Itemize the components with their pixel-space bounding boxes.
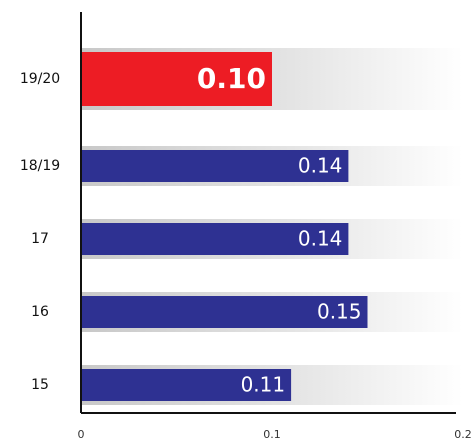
y-tick-label: 15 (31, 377, 49, 393)
bar (81, 150, 349, 182)
bar (81, 296, 368, 328)
y-tick-label: 19/20 (20, 71, 60, 87)
value-label: 0.14 (298, 227, 343, 251)
y-tick-label: 17 (31, 231, 49, 247)
value-label: 0.15 (317, 300, 362, 324)
bar (81, 52, 272, 106)
value-label: 0.11 (241, 373, 286, 397)
value-label: 0.10 (197, 62, 266, 95)
x-tick-label: 0 (78, 428, 85, 441)
bar (81, 223, 349, 255)
x-tick-label: 0.1 (263, 428, 281, 441)
y-tick-label: 16 (31, 304, 49, 320)
y-tick-label: 18/19 (20, 158, 60, 174)
x-tick-label: 0.2 (454, 428, 472, 441)
value-label: 0.14 (298, 154, 343, 178)
bar (81, 369, 292, 401)
